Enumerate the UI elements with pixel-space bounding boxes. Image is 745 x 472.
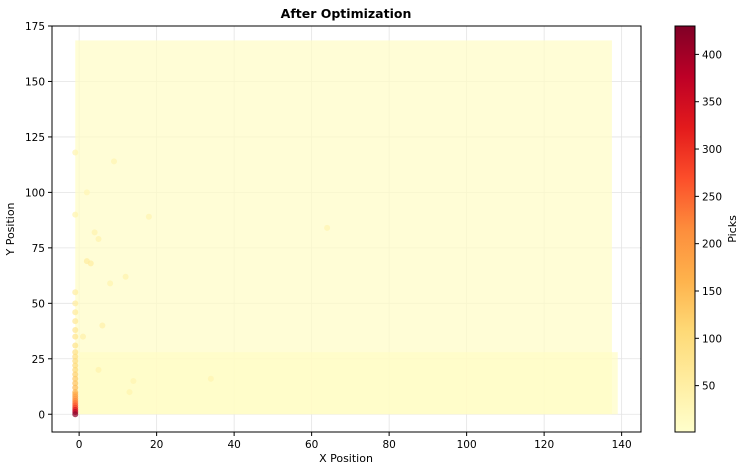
y-tick-label-0: 0 <box>38 409 45 421</box>
hotspot-point-1 <box>130 377 137 384</box>
y-axis-ticks: 0 25 50 75 100 125 150 175 <box>25 21 52 421</box>
colorbar-tick-label-7: 400 <box>702 49 722 61</box>
x-tick-label-5: 100 <box>457 439 477 451</box>
colorbar-tick-label-0: 50 <box>702 381 715 393</box>
hotspot-point-3 <box>111 158 117 165</box>
y-tick-label-3: 75 <box>32 243 45 255</box>
hotspot-point-31 <box>72 375 79 382</box>
hotspot-point-19 <box>83 258 90 265</box>
scatter-points <box>72 40 618 418</box>
hotspot-point-2 <box>145 213 152 220</box>
chart-title: After Optimization <box>281 6 412 21</box>
hotspot-point-20 <box>72 309 79 316</box>
hotspot-point-29 <box>72 366 79 373</box>
y-tick-label-7: 175 <box>25 21 45 33</box>
x-tick-label-1: 20 <box>150 439 163 451</box>
plot-frame <box>51 25 642 433</box>
colorbar-tick-label-2: 150 <box>702 286 722 298</box>
colorbar-label: Picks <box>726 215 739 243</box>
colorbar-tick-label-3: 200 <box>702 239 722 251</box>
hotspot-point-32 <box>72 380 79 387</box>
colorbar-tick-label-4: 250 <box>702 191 722 203</box>
hotspot-point-9 <box>72 211 79 218</box>
x-tick-label-6: 120 <box>534 439 554 451</box>
hotspot-point-0 <box>83 189 90 196</box>
hotspot-point-18 <box>72 300 79 307</box>
colorbar <box>674 25 696 433</box>
hotspot-point-11 <box>95 235 102 242</box>
hotspot-point-23 <box>72 333 79 340</box>
colorbar-tick-label-6: 350 <box>702 97 722 109</box>
x-axis-ticks: 0 20 40 60 80 100 120 140 <box>76 432 632 451</box>
hotspot-point-44 <box>72 411 79 418</box>
colorbar-ticks: 50 100 150 200 250 300 350 400 <box>695 49 722 393</box>
hotspot-point-13 <box>95 366 102 373</box>
x-tick-label-3: 60 <box>305 439 318 451</box>
hotspot-point-25 <box>72 349 79 356</box>
hotspot-point-28 <box>72 362 79 369</box>
hotspot-point-22 <box>72 326 79 333</box>
hotspot-point-15 <box>80 333 86 340</box>
colorbar-tick-label-1: 100 <box>702 333 722 345</box>
point-region-1 <box>75 40 612 415</box>
hotspot-point-5 <box>324 224 331 231</box>
hotspot-point-14 <box>99 322 106 329</box>
hotspot-point-7 <box>107 280 114 287</box>
hotspot-point-27 <box>72 358 79 365</box>
y-tick-label-5: 125 <box>25 132 45 144</box>
hotspot-point-26 <box>72 353 79 360</box>
hotspot-point-12 <box>122 273 129 280</box>
hotspot-point-21 <box>72 318 79 325</box>
hotspot-point-33 <box>72 384 79 391</box>
y-axis-label: Y Position <box>4 202 17 256</box>
y-tick-label-4: 100 <box>25 187 45 199</box>
hotspot-point-30 <box>72 371 79 378</box>
hotspot-point-24 <box>72 342 79 349</box>
x-tick-label-4: 80 <box>382 439 395 451</box>
colorbar-tick-label-5: 300 <box>702 144 722 156</box>
hotspot-point-8 <box>126 389 133 396</box>
y-tick-label-6: 150 <box>25 76 45 88</box>
point-region-2 <box>79 352 618 415</box>
x-tick-label-2: 40 <box>227 439 240 451</box>
hotspot-point-16 <box>72 289 79 296</box>
hotspot-point-6 <box>72 149 79 156</box>
x-axis-label: X Position <box>319 452 373 465</box>
x-tick-label-0: 0 <box>76 439 83 451</box>
y-tick-label-2: 50 <box>32 298 45 310</box>
hotspot-point-10 <box>91 229 98 236</box>
x-tick-label-7: 140 <box>612 439 632 451</box>
hotspot-point-4 <box>207 375 214 382</box>
y-tick-label-1: 25 <box>32 354 45 366</box>
